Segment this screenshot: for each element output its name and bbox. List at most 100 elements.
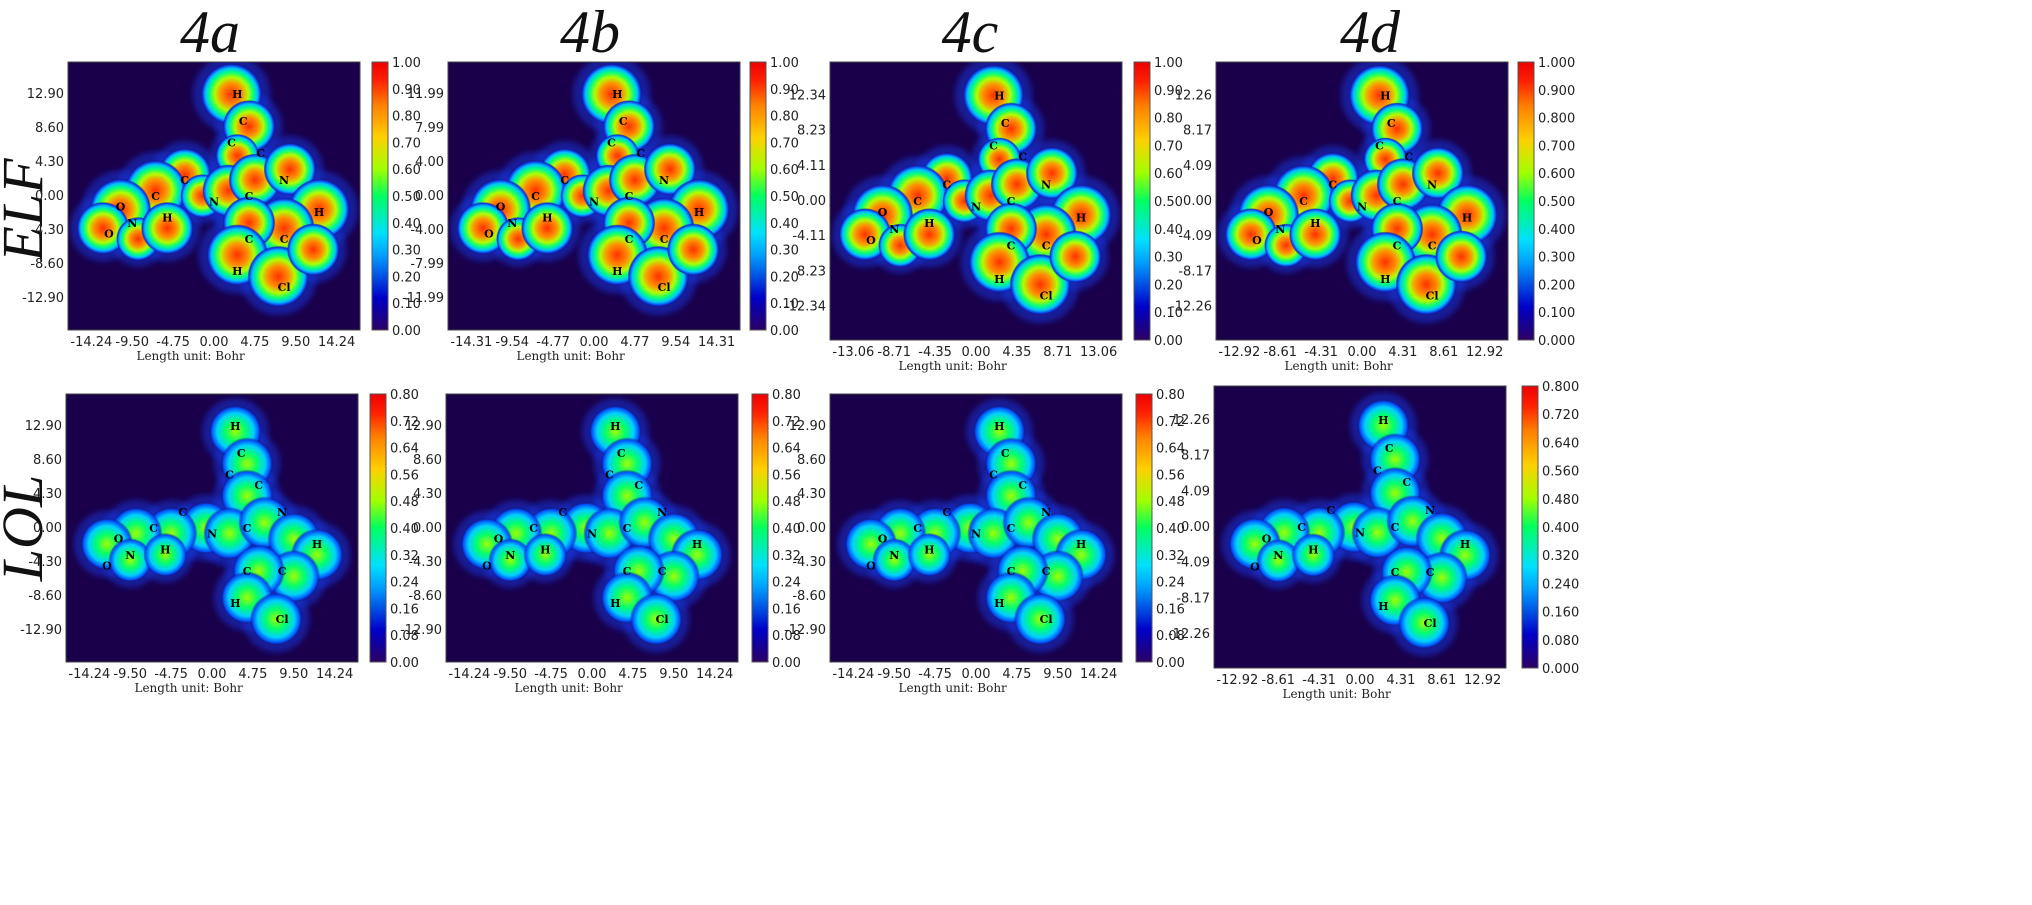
column-title-4d: 4d bbox=[1340, 0, 1401, 65]
atom-label: N bbox=[971, 201, 981, 214]
atom-label: H bbox=[1460, 538, 1470, 551]
colorbar-tick-label: 0.500 bbox=[1538, 195, 1575, 210]
y-tick-label: 12.90 bbox=[789, 419, 826, 434]
colorbar-tick-label: 0.40 bbox=[772, 522, 801, 537]
colorbar-tick-label: 0.80 bbox=[772, 388, 801, 403]
x-tick-label: 14.24 bbox=[318, 335, 355, 350]
atom-label: C bbox=[225, 468, 234, 481]
atom-label: C bbox=[245, 233, 254, 246]
density-basin bbox=[108, 538, 153, 583]
y-tick-label: 0.00 bbox=[413, 521, 442, 536]
atom-label: H bbox=[230, 597, 240, 610]
plot-frame bbox=[65, 393, 359, 663]
colorbar-tick-label: 0.240 bbox=[1542, 577, 1579, 592]
x-tick-label: -14.24 bbox=[70, 335, 112, 350]
atom-label: C bbox=[625, 190, 634, 203]
atom-label: H bbox=[994, 273, 1004, 286]
x-tick-label: -4.75 bbox=[154, 667, 188, 682]
atom-label: H bbox=[1462, 212, 1472, 225]
x-tick-label: 4.75 bbox=[240, 335, 269, 350]
atom-label: O bbox=[1262, 532, 1272, 545]
colorbar-tick-label: 0.320 bbox=[1542, 549, 1579, 564]
colorbar-tick-label: 0.16 bbox=[772, 602, 801, 617]
colorbar-tick-label: 0.30 bbox=[770, 244, 799, 259]
y-tick-label: 0.00 bbox=[1183, 194, 1212, 209]
y-tick-label: 8.17 bbox=[1181, 449, 1210, 464]
x-tick-label: 12.92 bbox=[1466, 345, 1503, 360]
colorbar-tick-label: 0.24 bbox=[390, 576, 419, 591]
atom-label: N bbox=[889, 223, 899, 236]
colorbar-tick-label: 0.56 bbox=[390, 468, 419, 483]
atom-label: H bbox=[160, 543, 170, 556]
atom-label: O bbox=[1250, 560, 1260, 573]
y-tick-label: -4.00 bbox=[410, 223, 444, 238]
colorbar-tick-label: 0.80 bbox=[770, 110, 799, 125]
y-tick-label: 8.60 bbox=[797, 453, 826, 468]
x-tick-label: -9.50 bbox=[493, 667, 527, 682]
plot-frame bbox=[67, 61, 361, 331]
atom-label: C bbox=[1001, 117, 1010, 130]
atom-label: C bbox=[280, 233, 289, 246]
atom-label: C bbox=[913, 195, 922, 208]
colorbar-tick-label: 0.000 bbox=[1538, 334, 1575, 349]
y-tick-label: -4.11 bbox=[792, 229, 826, 244]
density-basin bbox=[1411, 146, 1465, 200]
x-tick-label: 0.00 bbox=[198, 667, 227, 682]
x-tick-label: -9.50 bbox=[113, 667, 147, 682]
atom-label: C bbox=[989, 468, 998, 481]
colorbar-tick-label: 0.00 bbox=[1156, 656, 1185, 671]
colorbar-tick-label: 0.72 bbox=[390, 415, 419, 430]
colorbar-tick-label: 0.20 bbox=[392, 270, 421, 285]
colorbar-tick-label: 0.10 bbox=[1154, 306, 1183, 321]
plot-frame bbox=[447, 61, 741, 331]
atom-label: H bbox=[610, 597, 620, 610]
density-basin bbox=[629, 592, 683, 646]
x-axis-unit-label: Length unit: Bohr bbox=[1284, 359, 1393, 373]
y-tick-label: -12.90 bbox=[22, 291, 64, 306]
colorbar bbox=[371, 61, 389, 331]
atom-label: C bbox=[634, 479, 643, 492]
plot-frame bbox=[1215, 61, 1509, 341]
atom-label: N bbox=[207, 527, 217, 540]
colorbar-tick-label: 0.48 bbox=[390, 495, 419, 510]
colorbar-tick-label: 0.32 bbox=[390, 549, 419, 564]
atom-label: O bbox=[1252, 234, 1262, 247]
atom-label: O bbox=[114, 533, 124, 546]
atom-label: C bbox=[1387, 117, 1396, 130]
colorbar-tick-label: 0.64 bbox=[1156, 442, 1185, 457]
colorbar-tick-label: 1.00 bbox=[392, 56, 421, 71]
density-basin bbox=[287, 223, 340, 276]
colorbar-tick-label: 0.10 bbox=[392, 297, 421, 312]
colorbar-tick-label: 0.200 bbox=[1538, 278, 1575, 293]
atom-label: N bbox=[1041, 506, 1051, 519]
atom-label: C bbox=[1042, 239, 1051, 252]
atom-label: C bbox=[1404, 151, 1413, 164]
density-basin bbox=[141, 201, 194, 255]
atom-label: H bbox=[232, 88, 242, 101]
row-title-elf: ELF bbox=[0, 158, 55, 263]
x-tick-label: -8.61 bbox=[1261, 673, 1295, 688]
y-tick-label: -11.99 bbox=[402, 291, 444, 306]
colorbar-tick-label: 0.700 bbox=[1538, 139, 1575, 154]
colorbar-tick-label: 0.32 bbox=[1156, 549, 1185, 564]
atom-label: Cl bbox=[1424, 617, 1437, 630]
atom-label: N bbox=[659, 174, 669, 187]
x-tick-label: -9.50 bbox=[115, 335, 149, 350]
y-tick-label: -4.30 bbox=[792, 555, 826, 570]
atom-label: N bbox=[125, 549, 135, 562]
colorbar-tick-label: 0.20 bbox=[770, 270, 799, 285]
colorbar-tick-label: 0.56 bbox=[1156, 468, 1185, 483]
y-tick-label: 4.09 bbox=[1183, 159, 1212, 174]
plot-frame bbox=[445, 393, 739, 663]
colorbar-tick-label: 0.24 bbox=[1156, 576, 1185, 591]
atom-label: C bbox=[1393, 239, 1402, 252]
colorbar-tick-label: 0.560 bbox=[1542, 465, 1579, 480]
atom-label: C bbox=[1001, 447, 1010, 460]
colorbar-tick-label: 0.32 bbox=[772, 549, 801, 564]
density-basin bbox=[1049, 230, 1102, 283]
y-tick-label: -12.26 bbox=[1168, 627, 1210, 642]
colorbar-tick-label: 0.90 bbox=[1154, 84, 1183, 99]
